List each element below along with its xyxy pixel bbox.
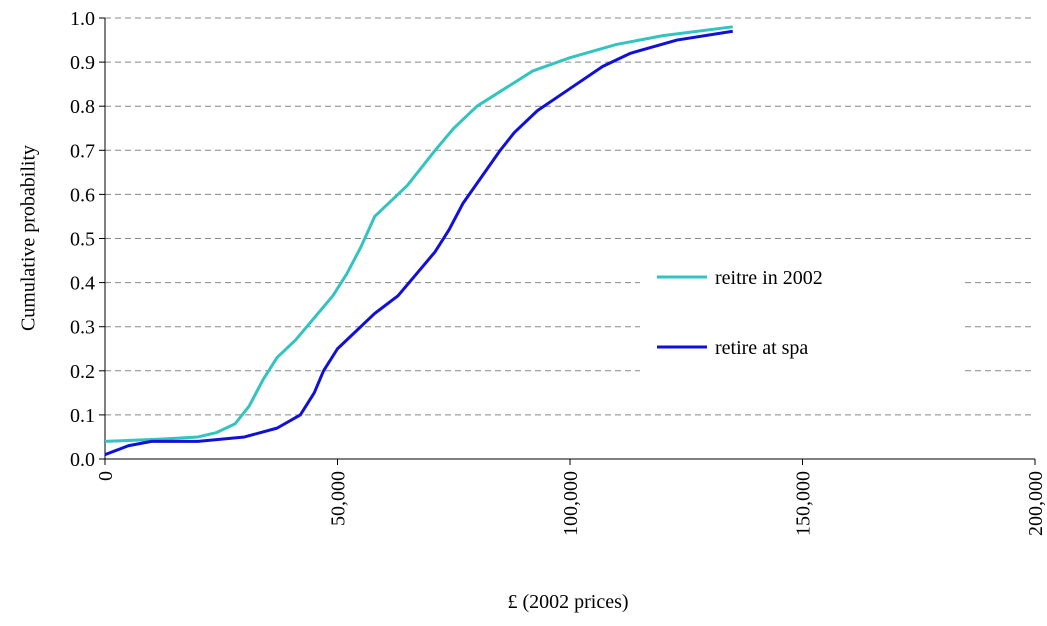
y-tick-label: 0.5 — [70, 229, 95, 251]
y-tick-label: 0.7 — [70, 140, 95, 162]
legend-label: reitre in 2002 — [715, 267, 823, 289]
x-tick-label: 200,000 — [1025, 471, 1047, 536]
y-tick-label: 0.0 — [70, 449, 95, 471]
y-tick-label: 0.8 — [70, 96, 95, 118]
legend-label: retire at spa — [715, 337, 808, 359]
y-tick-label: 0.2 — [70, 361, 95, 383]
x-tick-label: 50,000 — [328, 471, 350, 526]
x-tick-label: 100,000 — [560, 471, 582, 536]
legend-box — [640, 245, 965, 375]
series-line — [104, 29, 733, 456]
x-tick-label: 150,000 — [793, 471, 815, 536]
y-axis-title: Cumulative probability — [18, 145, 40, 331]
series-line — [104, 25, 733, 443]
y-tick-label: 0.6 — [70, 184, 95, 206]
y-tick-label: 0.3 — [70, 317, 95, 339]
y-tick-label: 0.1 — [70, 405, 95, 427]
x-tick-label: 0 — [95, 471, 117, 481]
y-tick-label: 0.4 — [70, 273, 95, 295]
y-tick-label: 1.0 — [70, 8, 95, 30]
y-tick-label: 0.9 — [70, 52, 95, 74]
x-axis-title: £ (2002 prices) — [507, 591, 628, 613]
